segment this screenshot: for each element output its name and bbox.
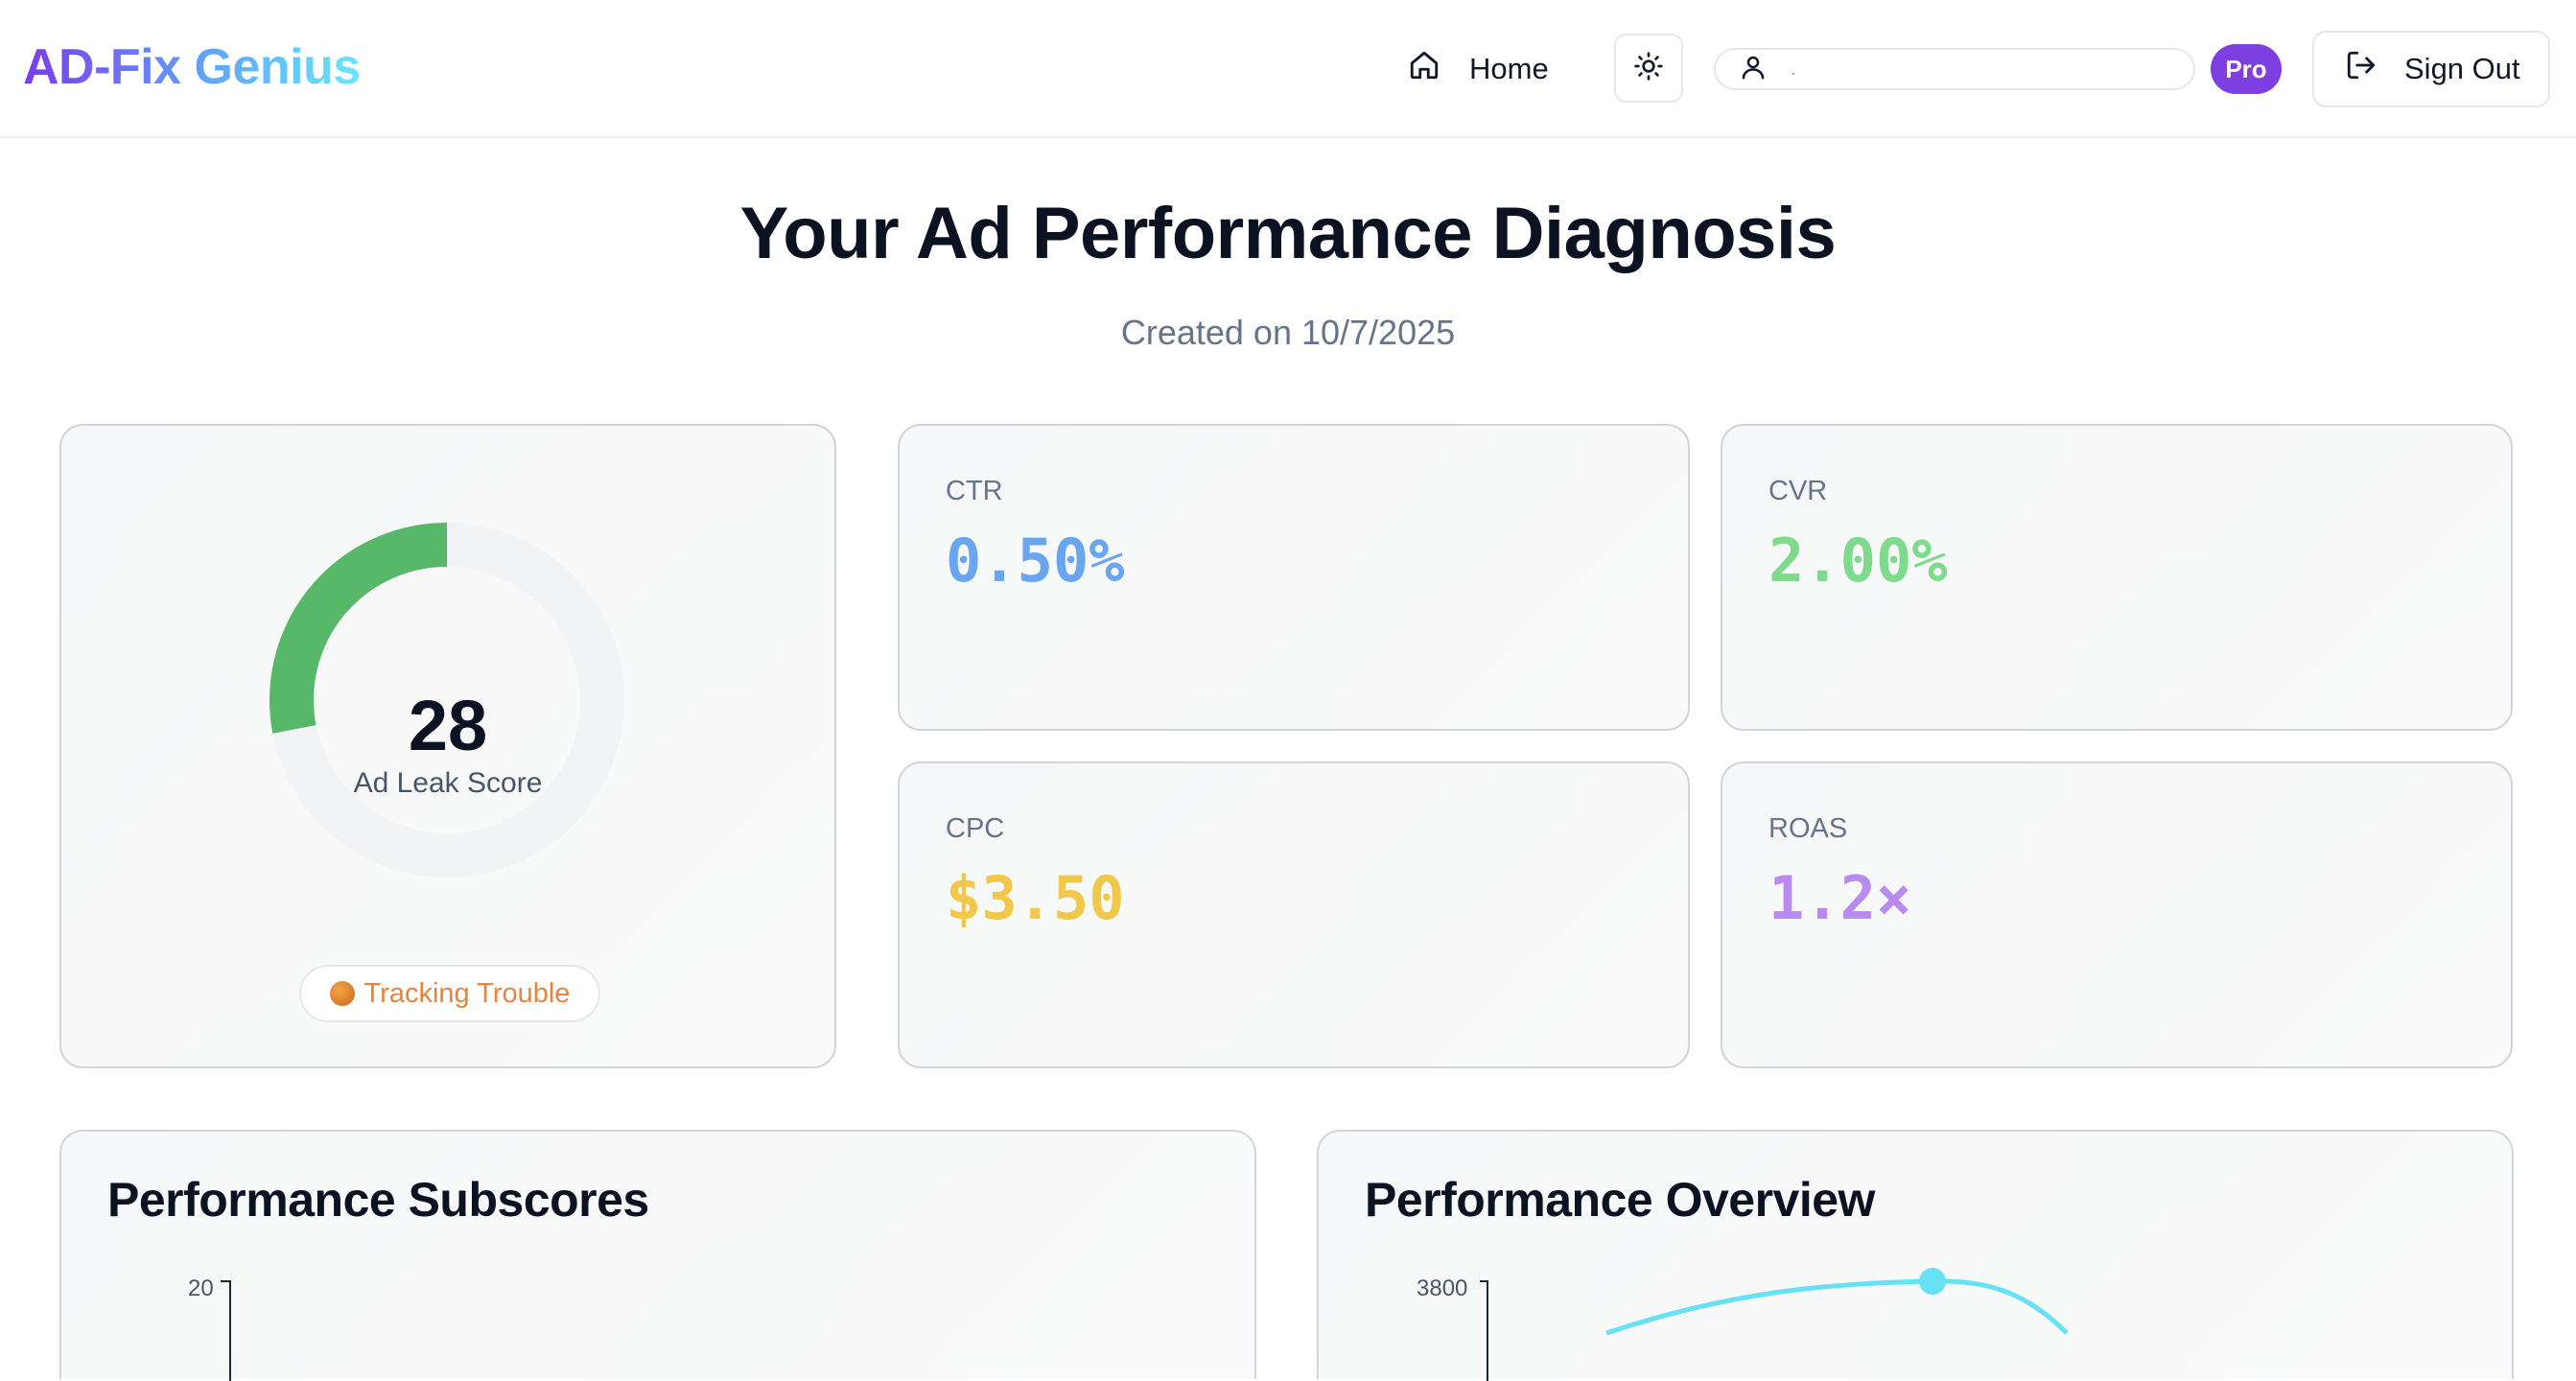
theme-toggle-button[interactable] (1614, 34, 1683, 103)
metric-label: CPC (946, 813, 1005, 844)
panel-title: Performance Overview (1365, 1173, 1875, 1227)
metric-card-ctr: CTR 0.50% (898, 424, 1690, 731)
y-axis-line (221, 1280, 231, 1381)
app-logo[interactable]: AD-Fix Genius (23, 39, 361, 95)
app-header: AD-Fix Genius Home . Pro (0, 0, 2576, 138)
ad-leak-gauge (269, 523, 624, 878)
y-axis-tick: 3800 (1417, 1276, 1468, 1301)
user-email: . (1791, 58, 1796, 80)
metric-card-roas: ROAS 1.2× (1721, 761, 2513, 1068)
panel-title: Performance Subscores (107, 1173, 649, 1227)
y-axis-tick: 20 (188, 1276, 214, 1301)
sign-out-icon (2345, 49, 2377, 89)
sun-icon (1633, 51, 1664, 86)
page-title: Your Ad Performance Diagnosis (739, 193, 1837, 274)
y-axis-line (1480, 1280, 1488, 1381)
metric-label: ROAS (1768, 813, 1848, 844)
nav-home-label: Home (1469, 52, 1549, 85)
status-dot-icon (329, 981, 355, 1006)
gauge-fill (269, 523, 624, 878)
status-badge-label: Tracking Trouble (363, 977, 571, 1009)
ad-leak-score-value: 28 (408, 686, 488, 765)
status-badge: Tracking Trouble (299, 965, 600, 1022)
user-icon (1739, 53, 1768, 86)
metric-label: CTR (946, 476, 1003, 506)
overview-series-line (1605, 1278, 2069, 1336)
plan-badge: Pro (2211, 44, 2282, 94)
metric-label: CVR (1768, 476, 1828, 506)
user-account-chip[interactable]: . (1714, 48, 2195, 90)
metric-card-cvr: CVR 2.00% (1721, 424, 2513, 731)
metric-value: 1.2× (1768, 863, 1912, 933)
nav-home-link[interactable]: Home (1408, 40, 1549, 98)
ad-leak-score-card: 28 Ad Leak Score Tracking Trouble (59, 424, 836, 1068)
ad-leak-score-label: Ad Leak Score (353, 767, 543, 799)
metric-value: $3.50 (946, 863, 1125, 933)
home-icon (1408, 49, 1440, 89)
sign-out-label: Sign Out (2404, 52, 2520, 85)
metric-card-cpc: CPC $3.50 (898, 761, 1690, 1068)
subscores-chart (221, 1280, 231, 1381)
metric-value: 2.00% (1768, 526, 1948, 596)
overview-chart (1480, 1268, 2069, 1381)
overview-data-point (1919, 1268, 1946, 1295)
performance-overview-panel: Performance Overview 3800 (1317, 1130, 2514, 1381)
sign-out-button[interactable]: Sign Out (2312, 31, 2550, 107)
performance-subscores-panel: Performance Subscores 20 (59, 1130, 1256, 1381)
created-date: Created on 10/7/2025 (1120, 313, 1456, 352)
metric-value: 0.50% (946, 526, 1125, 596)
